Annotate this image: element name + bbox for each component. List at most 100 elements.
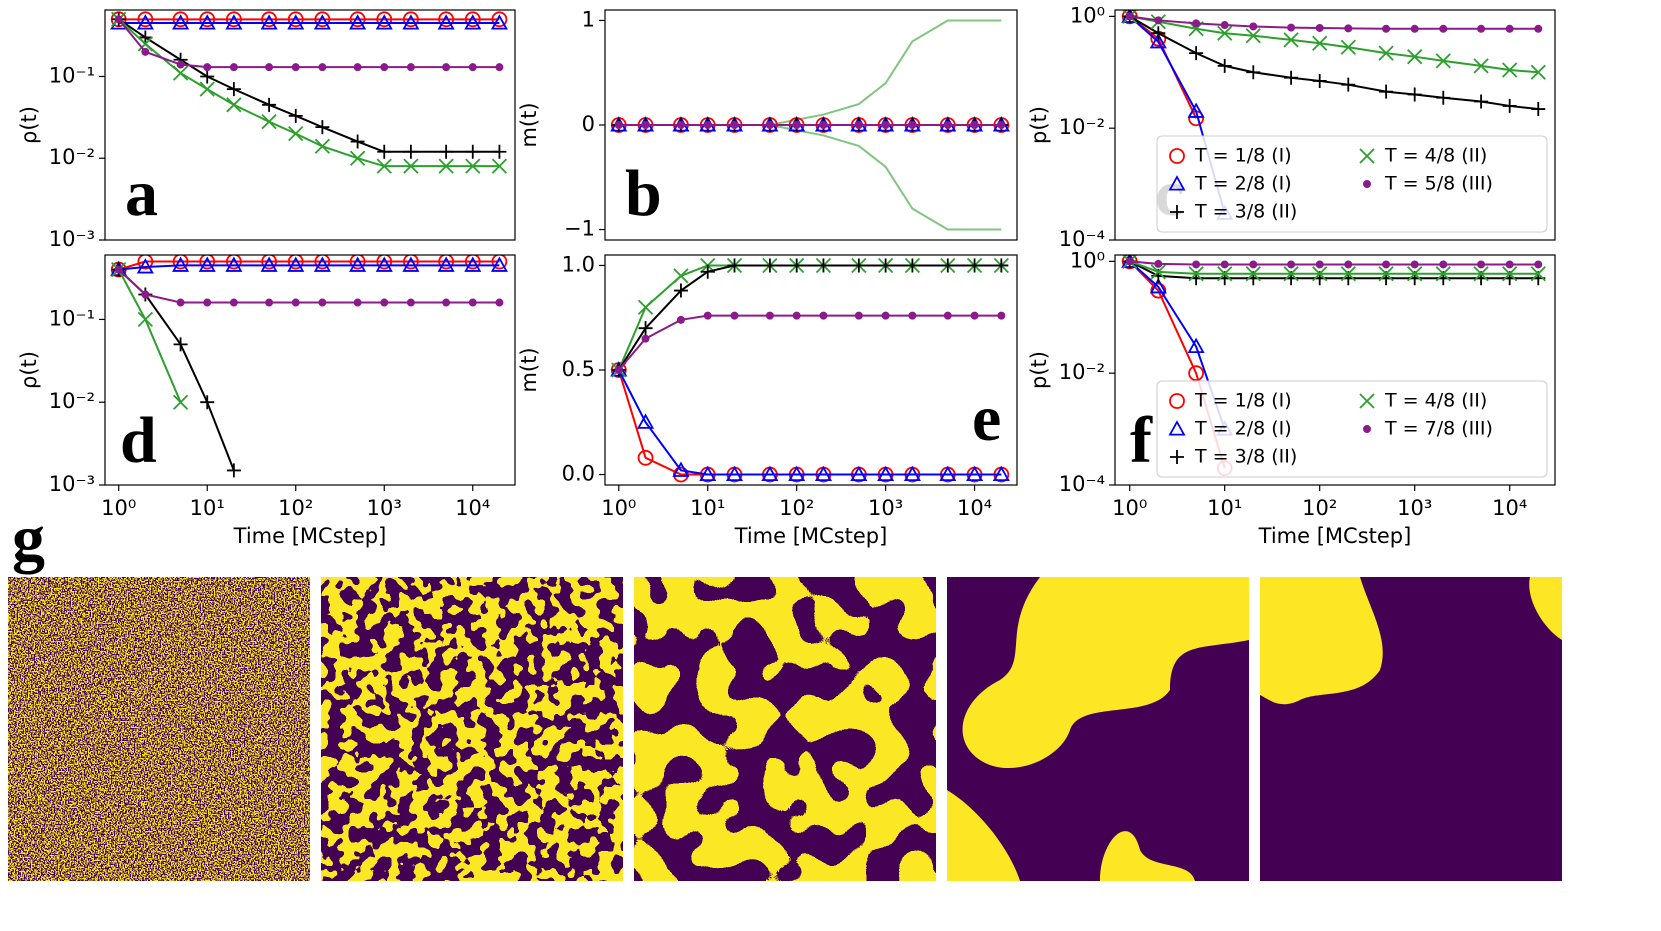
marker [1378, 45, 1394, 61]
marker [376, 11, 393, 28]
plot-area [1121, 10, 1546, 220]
marker [402, 256, 420, 272]
x-tick-label: 10² [1302, 496, 1337, 520]
marker [1315, 260, 1324, 269]
marker [903, 465, 921, 482]
marker [676, 315, 685, 324]
series-line [118, 18, 500, 168]
marker [1502, 266, 1518, 282]
marker [1382, 260, 1391, 269]
marker [1312, 35, 1328, 51]
marker [1245, 266, 1261, 282]
marker [199, 11, 216, 28]
marker [641, 334, 650, 343]
marker [1187, 337, 1205, 354]
x-tick-label: 10¹ [690, 496, 725, 520]
series-line [1129, 15, 1198, 119]
marker [491, 11, 508, 28]
marker [406, 63, 415, 72]
marker [1312, 73, 1327, 88]
marker [1192, 19, 1201, 28]
marker [1249, 260, 1258, 269]
marker [200, 395, 215, 410]
axes-frame [604, 254, 1018, 486]
marker [1149, 33, 1167, 49]
marker [1283, 32, 1299, 48]
y-axis-label: ρ(t) [17, 106, 41, 144]
marker [1151, 26, 1166, 41]
marker [464, 14, 482, 30]
legend-label: T = 3/8 (II) [1194, 201, 1297, 223]
marker [730, 121, 739, 129]
marker [614, 366, 623, 374]
marker [1287, 23, 1296, 32]
x-axis-label: Time [MCstep] [233, 524, 387, 548]
marker [402, 14, 420, 30]
marker [1340, 266, 1356, 282]
marker [1363, 425, 1371, 433]
marker [819, 121, 828, 129]
marker [403, 144, 418, 159]
marker [1534, 260, 1543, 269]
marker [765, 311, 774, 320]
marker [970, 121, 979, 129]
legend-label: T = 4/8 (II) [1384, 390, 1487, 412]
x-tick-label: 10¹ [1207, 496, 1242, 520]
marker [380, 298, 389, 307]
legend-label: T = 2/8 (I) [1194, 418, 1292, 440]
marker [315, 120, 330, 135]
marker [943, 311, 952, 320]
marker [406, 298, 415, 307]
marker [1436, 90, 1451, 105]
marker [762, 258, 777, 273]
marker [673, 268, 689, 284]
x-tick-label: 10⁰ [1112, 496, 1147, 520]
panel-label: e [972, 382, 1001, 455]
marker [438, 158, 454, 174]
marker [877, 465, 895, 482]
marker [464, 256, 482, 272]
marker [403, 255, 419, 270]
marker [1378, 266, 1394, 282]
panel-label: b [625, 157, 662, 230]
marker [141, 290, 150, 299]
marker [1531, 102, 1546, 117]
marker [1188, 365, 1205, 382]
marker [1410, 260, 1419, 269]
marker [1192, 260, 1201, 269]
y-axis-label: p(t) [1027, 106, 1051, 144]
marker [1473, 266, 1489, 282]
marker [349, 11, 366, 28]
marker [1407, 266, 1423, 282]
marker [200, 69, 215, 84]
marker [1189, 46, 1204, 61]
marker [1439, 260, 1448, 269]
marker [199, 255, 216, 270]
axes-frame [104, 254, 516, 486]
marker [1246, 65, 1261, 80]
marker [114, 265, 123, 274]
marker [141, 47, 150, 56]
marker [1315, 23, 1324, 32]
marker [225, 11, 242, 28]
marker [699, 465, 717, 482]
y-tick-label: −1 [564, 217, 595, 241]
marker [966, 465, 984, 482]
marker [1407, 49, 1423, 65]
x-axis-label: Time [MCstep] [734, 524, 888, 548]
series-line [618, 314, 1002, 371]
marker [380, 63, 389, 72]
axes-frame [1114, 254, 1556, 486]
marker [203, 298, 212, 307]
marker [1505, 24, 1514, 33]
marker [1220, 260, 1229, 269]
marker [992, 465, 1010, 482]
marker [1439, 24, 1448, 33]
legend-entry: T = 1/8 (I) [1169, 390, 1292, 412]
marker [137, 255, 154, 270]
y-tick-label: 10⁻⁴ [1059, 472, 1105, 496]
marker [792, 311, 801, 320]
marker [672, 461, 690, 477]
marker [1217, 266, 1233, 282]
marker [495, 63, 504, 72]
